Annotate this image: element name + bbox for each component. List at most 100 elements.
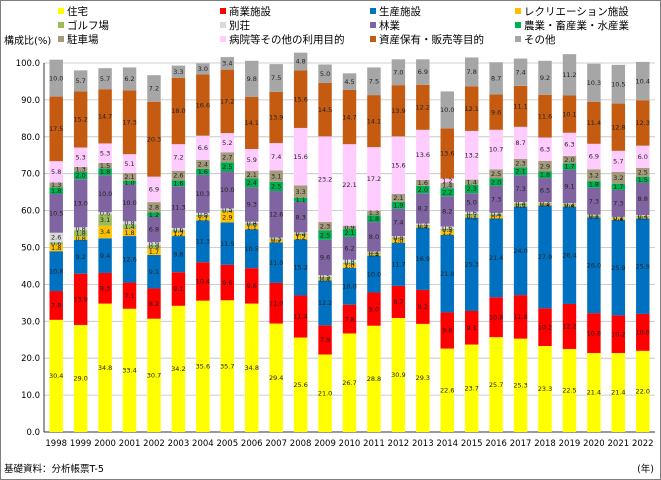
- bar-2019-s1: [562, 303, 577, 349]
- bar-2011-s11: [367, 67, 381, 96]
- bar-2013-s0: [416, 323, 430, 432]
- data-label-2017-s2: 24.0: [513, 247, 527, 255]
- bar-2001-s2: [122, 236, 137, 283]
- bar-2011-s4: [367, 252, 381, 255]
- bar-2002-s2: [147, 254, 161, 289]
- data-label-2014-s9: 1.2: [442, 177, 452, 185]
- bar-2006-s2: [245, 229, 259, 269]
- bar-2007-s0: [269, 323, 283, 432]
- data-label-1999-s0: 29.0: [73, 375, 87, 383]
- data-label-2004-s3: 1.1: [198, 215, 208, 223]
- data-label-2009-s7: 2.5: [320, 231, 330, 239]
- data-label-2006-s8: 2.1: [247, 171, 257, 179]
- legend-label-0: 住宅: [67, 5, 88, 18]
- bar-2003-s7: [171, 180, 186, 187]
- bar-2017-s9: [513, 126, 528, 159]
- bar-2005-s2: [220, 222, 235, 265]
- data-label-2003-s3: 1.2: [173, 230, 183, 238]
- data-label-2014-s4: 0.5: [442, 226, 452, 234]
- bar-2011-s1: [367, 292, 381, 326]
- data-label-2014-s10: 13.6: [440, 150, 454, 158]
- bar-2000-s4: [98, 214, 112, 226]
- bar-2013-s9: [416, 129, 430, 180]
- data-label-2022-s2: 25.9: [636, 262, 650, 270]
- bar-2006-s7: [245, 178, 259, 188]
- data-label-2010-s0: 26.7: [342, 379, 356, 387]
- bar-2008-s6: [293, 201, 308, 233]
- bar-2017-s4: [513, 203, 528, 206]
- bar-2013-s11: [416, 59, 430, 85]
- bar-2008-s1: [293, 295, 308, 338]
- bar-2003-s0: [171, 305, 186, 432]
- bar-2008-s2: [293, 239, 308, 296]
- data-label-2011-s11: 7.5: [369, 77, 379, 85]
- data-label-2010-s10: 14.7: [342, 113, 356, 121]
- data-label-1999-s11: 5.7: [75, 77, 85, 85]
- bar-2004-s4: [196, 215, 210, 217]
- data-label-2005-s11: 3.4: [222, 60, 232, 68]
- bar-2001-s5: [122, 221, 137, 225]
- data-label-2020-s9: 6.9: [589, 153, 599, 161]
- data-label-2007-s11: 7.5: [271, 74, 281, 82]
- bar-2019-s10: [562, 95, 577, 133]
- bar-2006-s6: [245, 187, 259, 222]
- data-label-2000-s0: 34.8: [98, 364, 112, 372]
- data-label-2021-s1: 10.2: [611, 330, 625, 338]
- data-label-2009-s0: 21.0: [318, 389, 332, 397]
- bar-2020-s2: [587, 217, 601, 314]
- data-label-1998-s11: 10.0: [49, 74, 63, 82]
- data-label-2015-s7: 2.3: [467, 185, 477, 193]
- bar-2014-s0: [440, 348, 454, 432]
- x-tick-label-17: 2015: [461, 439, 483, 449]
- bar-2016-s8: [489, 169, 503, 179]
- bar-2008-s3: [293, 234, 308, 240]
- data-label-2009-s11: 5.0: [320, 70, 330, 78]
- data-label-2020-s11: 10.3: [587, 79, 601, 87]
- bar-2010-s2: [342, 267, 357, 305]
- bar-2015-s5: [464, 211, 479, 214]
- bar-2014-s6: [440, 196, 454, 227]
- data-label-2008-s6: 8.3: [295, 213, 305, 221]
- bar-2013-s3: [416, 226, 430, 228]
- data-label-2010-s5: 0.8: [344, 257, 354, 265]
- bar-2012-s3: [391, 239, 406, 243]
- bar-2012-s1: [391, 285, 406, 318]
- data-label-2021-s4: 0.2: [613, 214, 623, 222]
- data-label-2016-s10: 9.6: [491, 108, 501, 116]
- data-label-2011-s1: 9.0: [369, 305, 379, 313]
- data-label-2013-s8: 1.6: [418, 179, 428, 187]
- bar-2017-s11: [513, 58, 528, 86]
- bar-2019-s5: [562, 203, 577, 204]
- bar-2015-s0: [464, 344, 479, 432]
- data-label-2006-s10: 14.1: [244, 119, 258, 127]
- data-label-2016-s1: 10.8: [489, 313, 503, 321]
- bar-2019-s11: [562, 54, 577, 96]
- data-label-2007-s6: 12.6: [269, 210, 283, 218]
- data-label-2018-s9: 6.3: [540, 145, 550, 153]
- legend-swatch-9: [220, 36, 226, 42]
- bar-2003-s5: [171, 227, 186, 231]
- bar-2011-s6: [367, 222, 381, 252]
- data-label-2007-s7: 2.5: [271, 183, 281, 191]
- data-label-2010-s2: 10.0: [342, 282, 356, 290]
- data-label-2002-s10: 20.3: [147, 135, 161, 143]
- x-tick-label-10: 2008: [290, 439, 312, 449]
- bar-2022-s2: [636, 218, 650, 314]
- bar-2019-s9: [562, 132, 577, 156]
- x-tick-label-22: 2020: [583, 439, 605, 449]
- data-label-2022-s1: 10.0: [636, 329, 650, 337]
- bar-2022-s11: [636, 61, 650, 101]
- bar-1998-s9: [49, 161, 63, 183]
- data-label-2002-s6: 6.8: [149, 226, 159, 234]
- bar-1998-s3: [49, 244, 63, 252]
- data-label-2003-s11: 3.3: [173, 68, 183, 76]
- data-label-2008-s11: 4.8: [295, 58, 305, 66]
- bar-1999-s2: [73, 239, 88, 274]
- data-label-2017-s0: 25.3: [513, 382, 527, 390]
- bar-2000-s1: [98, 272, 112, 304]
- bar-2009-s6: [318, 239, 332, 276]
- bar-2002-s7: [147, 212, 161, 217]
- bar-2004-s7: [196, 168, 210, 175]
- legend-label-6: 林業: [379, 19, 400, 32]
- data-label-2010-s9: 22.1: [342, 181, 356, 189]
